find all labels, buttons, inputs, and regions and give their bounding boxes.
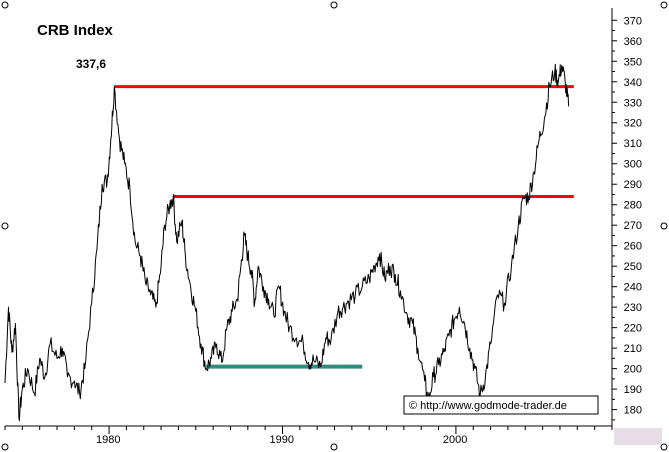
y-tick-label: 300 [624,159,642,171]
y-tick-label: 370 [624,15,642,27]
y-tick-label: 200 [624,364,642,376]
y-tick-label: 280 [624,200,642,212]
y-tick-label: 220 [624,323,642,335]
resize-handle[interactable] [1,1,9,9]
y-tick-label: 350 [624,56,642,68]
y-tick-label: 330 [624,97,642,109]
reference-lines [114,85,574,404]
copyright-text: © http://www.godmode-trader.de [409,400,567,412]
axis-ticks: 1980 1990 2000 180 190 200 210 220 230 240 250 260 2… [4,15,642,446]
x-tick-label: 2000 [443,434,467,446]
y-tick-label: 240 [624,282,642,294]
y-tick-label: 250 [624,261,642,273]
footer-band [614,428,662,445]
series-line-crb-index [4,63,570,422]
resize-handle[interactable] [660,443,668,451]
x-tick-label: 1990 [269,434,293,446]
y-tick-label: 310 [624,138,642,150]
y-tick-label: 360 [624,36,642,48]
y-tick-label: 270 [624,220,642,232]
peak-annotation: 337,6 [76,57,106,71]
y-tick-label: 210 [624,343,642,355]
x-tick-label: 1980 [96,434,120,446]
resize-handle[interactable] [660,222,668,230]
chart-title: CRB Index [37,22,114,39]
resize-handle[interactable] [330,443,338,451]
resize-handle[interactable] [660,1,668,9]
copyright-box [403,395,599,415]
resize-handle[interactable] [1,443,9,451]
y-tick-label: 180 [624,405,642,417]
resize-handle[interactable] [330,1,338,9]
resize-handle[interactable] [1,222,9,230]
y-tick-label: 230 [624,302,642,314]
y-tick-label: 320 [624,118,642,130]
y-tick-label: 290 [624,179,642,191]
y-tick-label: 190 [624,384,642,396]
y-tick-label: 260 [624,241,642,253]
y-tick-label: 340 [624,77,642,89]
